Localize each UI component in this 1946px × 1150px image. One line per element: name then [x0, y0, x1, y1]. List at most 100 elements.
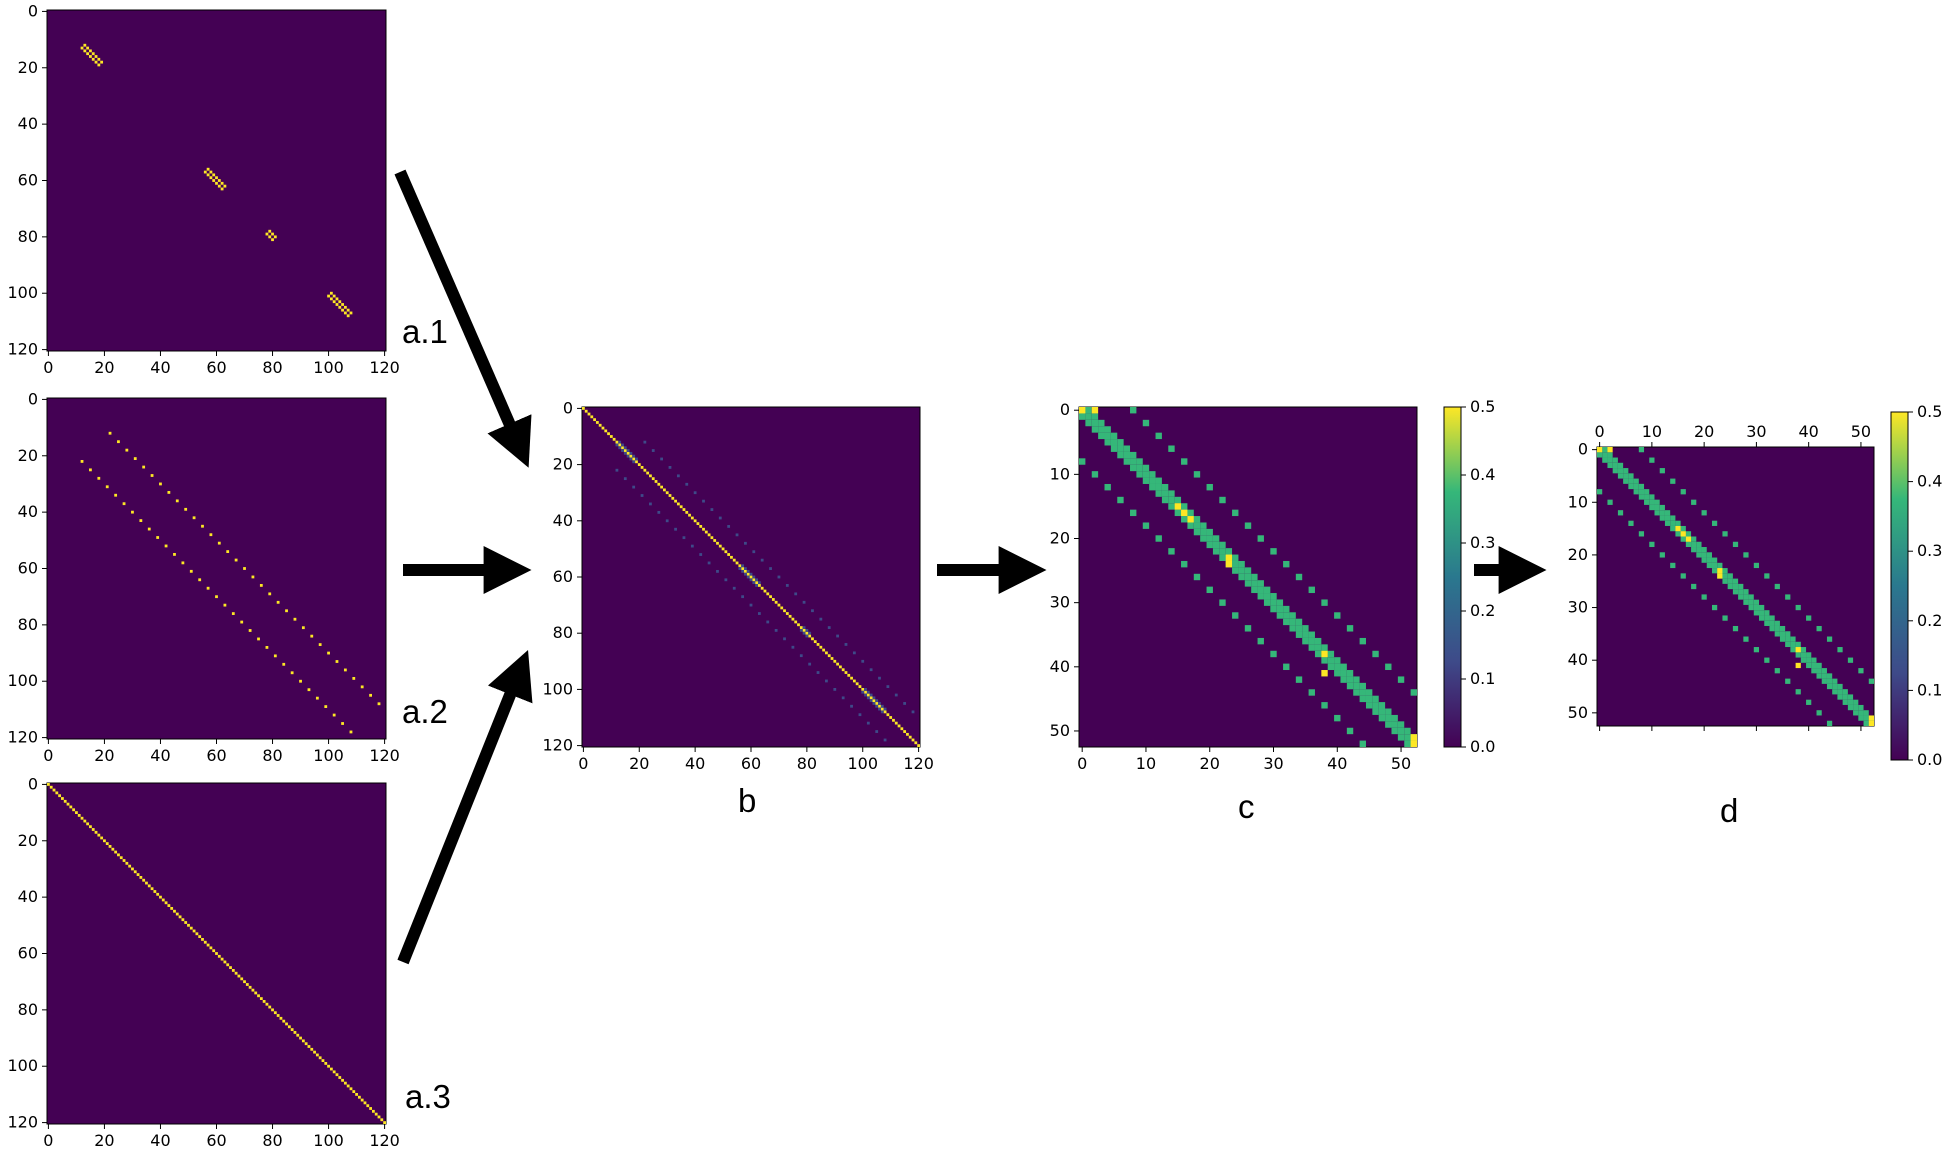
- matrix-cell: [332, 294, 336, 298]
- x-tick-label: 60: [206, 746, 226, 765]
- arrow-a1-to-b: [394, 169, 532, 468]
- matrix-cell: [1283, 663, 1290, 671]
- matrix-cell: [763, 589, 767, 593]
- matrix-cell: [1289, 618, 1296, 626]
- matrix-cell: [377, 702, 381, 706]
- matrix-cell: [1654, 504, 1660, 511]
- matrix-cell: [273, 235, 277, 239]
- matrix-cell: [878, 704, 881, 708]
- matrix-cell: [693, 491, 697, 495]
- matrix-cell: [1212, 535, 1220, 542]
- matrix-cell: [668, 494, 672, 497]
- matrix-cell: [1181, 560, 1188, 568]
- matrix-cell: [1732, 625, 1739, 632]
- matrix-cell: [716, 569, 719, 573]
- matrix-cell: [713, 539, 717, 542]
- matrix-cell: [880, 710, 884, 714]
- matrix-cell: [1837, 647, 1843, 653]
- matrix-cell: [1295, 573, 1303, 581]
- matrix-cell: [1826, 678, 1833, 684]
- matrix-cell: [1769, 615, 1775, 621]
- matrix-cell: [366, 1104, 370, 1108]
- matrix-cell: [1764, 620, 1770, 626]
- colorbar-gradient: [1443, 406, 1462, 748]
- matrix-cell: [1251, 586, 1258, 594]
- matrix-cell: [209, 176, 213, 180]
- matrix-cell: [880, 707, 884, 711]
- matrix-cell: [864, 690, 867, 694]
- matrix-cell: [799, 626, 803, 629]
- matrix-cell: [816, 643, 820, 646]
- matrix-cell: [125, 448, 129, 452]
- matrix-cell: [91, 57, 95, 61]
- matrix-cell: [643, 440, 647, 444]
- matrix-cell: [1795, 641, 1801, 648]
- matrix-cell: [1853, 710, 1859, 716]
- x-tick-label: 100: [847, 754, 878, 773]
- matrix-cell: [1079, 458, 1086, 465]
- matrix-cell: [917, 744, 920, 747]
- matrix-cell: [1155, 432, 1162, 440]
- matrix-cell: [150, 474, 154, 477]
- matrix-cell: [1597, 489, 1603, 495]
- matrix-cell: [198, 578, 202, 582]
- matrix-cell: [1628, 483, 1634, 490]
- matrix-cell: [237, 974, 241, 978]
- matrix-cell: [209, 533, 213, 537]
- matrix-cell: [1283, 560, 1290, 568]
- matrix-cell: [1359, 689, 1366, 696]
- matrix-cell: [1276, 612, 1284, 619]
- matrix-cell: [1161, 490, 1169, 497]
- matrix-cell: [324, 1062, 328, 1065]
- matrix-cell: [1644, 499, 1650, 505]
- colorbar-tick-label: 0.3: [1917, 541, 1942, 560]
- x-tick-label: 120: [369, 746, 400, 765]
- matrix-cell: [1638, 494, 1645, 500]
- matrix-cell: [273, 1011, 277, 1015]
- matrix-cell: [377, 1115, 381, 1119]
- matrix-cell: [1685, 531, 1692, 537]
- matrix-cell: [643, 468, 647, 472]
- matrix-cell: [894, 721, 898, 725]
- matrix-cell: [145, 881, 148, 885]
- matrix-cell: [105, 842, 109, 845]
- matrix-cell: [1232, 554, 1239, 561]
- matrix-cell: [883, 738, 887, 742]
- x-tick-label: 80: [262, 358, 282, 377]
- y-tick-label: 10: [1568, 492, 1588, 511]
- matrix-cell: [1654, 499, 1660, 505]
- matrix-cell: [869, 668, 873, 672]
- matrix-cell: [321, 1059, 325, 1062]
- matrix-cell: [1238, 573, 1245, 581]
- matrix-cell: [268, 235, 272, 239]
- matrix-cell: [1174, 503, 1182, 510]
- y-tick-label: 80: [553, 623, 573, 642]
- matrix-cell: [1327, 657, 1335, 664]
- matrix-cell: [632, 454, 636, 458]
- matrix-cell: [802, 600, 806, 604]
- matrix-cell: [727, 553, 731, 556]
- matrix-cell: [184, 507, 188, 511]
- matrix-cell: [819, 645, 823, 649]
- matrix-cell: [679, 505, 683, 509]
- matrix-cell: [1774, 668, 1780, 674]
- matrix-cell: [296, 1033, 300, 1037]
- matrix-cell: [690, 516, 694, 520]
- matrix-cell: [757, 612, 761, 615]
- matrix-cell: [1378, 714, 1386, 722]
- matrix-cell: [1219, 548, 1226, 555]
- matrix-cell: [707, 561, 711, 565]
- matrix-cell: [1308, 689, 1315, 696]
- matrix-cell: [1748, 599, 1754, 605]
- matrix-cell: [1821, 668, 1827, 674]
- matrix-cell: [1302, 625, 1309, 632]
- matrix-cell: [1722, 578, 1728, 584]
- matrix-cell: [836, 662, 839, 666]
- matrix-cell: [1359, 682, 1366, 690]
- matrix-cell: [72, 808, 76, 812]
- matrix-cell: [1219, 496, 1226, 504]
- matrix-cell: [1680, 489, 1686, 495]
- matrix-cell: [1816, 673, 1822, 679]
- matrix-cell: [1104, 426, 1111, 433]
- matrix-cell: [1816, 710, 1822, 716]
